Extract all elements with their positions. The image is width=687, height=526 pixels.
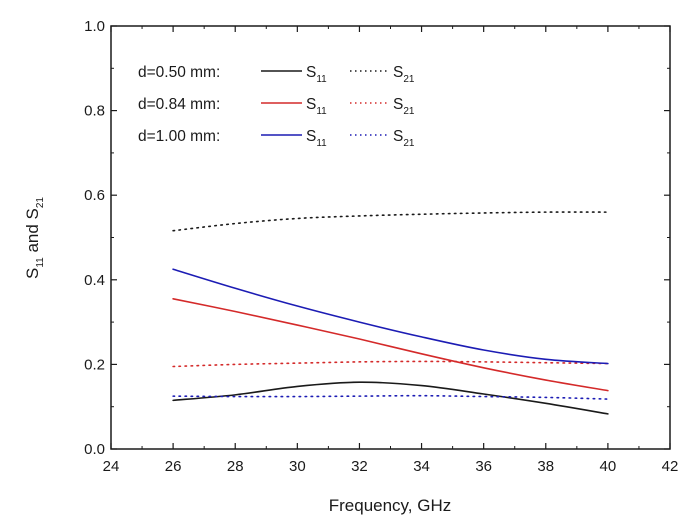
y-tick-label: 0.2 <box>84 356 105 373</box>
x-tick-label: 40 <box>600 458 617 475</box>
legend-s21-d050: S21 <box>393 64 415 85</box>
x-tick-label: 28 <box>227 458 244 475</box>
legend-s11-d084: S11 <box>306 96 327 117</box>
legend-s21-d084: S21 <box>393 96 415 117</box>
y-axis-title-mid: and S <box>23 208 42 257</box>
legend-label-d084: d=0.84 mm: <box>138 96 220 113</box>
y-axis-title-sub2: 21 <box>35 197 46 209</box>
x-tick-label: 38 <box>537 458 554 475</box>
x-tick-label: 42 <box>662 458 679 475</box>
series-d084-s11 <box>172 298 609 392</box>
legend-s11-d050: S11 <box>306 64 327 85</box>
x-tick-label: 36 <box>475 458 492 475</box>
plot-frame <box>110 25 671 450</box>
series-d100-s11 <box>172 268 609 365</box>
y-axis-title-main: S <box>23 268 42 279</box>
x-tick-label: 24 <box>103 458 120 475</box>
series-d050-s21 <box>172 211 609 232</box>
y-axis-title: S11 and S21 <box>23 197 46 279</box>
y-tick-label: 0.6 <box>84 187 105 204</box>
y-axis-title-sub1: 11 <box>35 257 46 268</box>
x-tick-label: 34 <box>413 458 430 475</box>
series-layer <box>172 211 609 415</box>
series-d084-s21 <box>172 360 609 368</box>
y-tick-label: 0.0 <box>84 441 105 458</box>
x-tick-label: 26 <box>165 458 182 475</box>
y-tick-label: 0.4 <box>84 272 105 289</box>
axis-ticks: 24 26 28 30 32 34 36 38 40 42 0.0 0.2 0.4 0.6 0.8 1.0 <box>84 18 678 475</box>
legend-label-d100: d=1.00 mm: <box>138 128 220 145</box>
legend-label-d050: d=0.50 mm: <box>138 64 220 81</box>
x-tick-label: 32 <box>351 458 368 475</box>
series-d050-s11 <box>172 381 609 415</box>
x-axis-title: Frequency, GHz <box>329 496 452 515</box>
y-tick-label: 1.0 <box>84 18 105 35</box>
legend-s21-d100: S21 <box>393 128 415 149</box>
x-tick-label: 30 <box>289 458 306 475</box>
legend: d=0.50 mm: S11 S21 d=0.84 mm: S11 S21 d=… <box>138 64 415 149</box>
series-d100-s21 <box>172 394 609 400</box>
y-tick-label: 0.8 <box>84 103 105 120</box>
legend-s11-d100: S11 <box>306 128 327 149</box>
